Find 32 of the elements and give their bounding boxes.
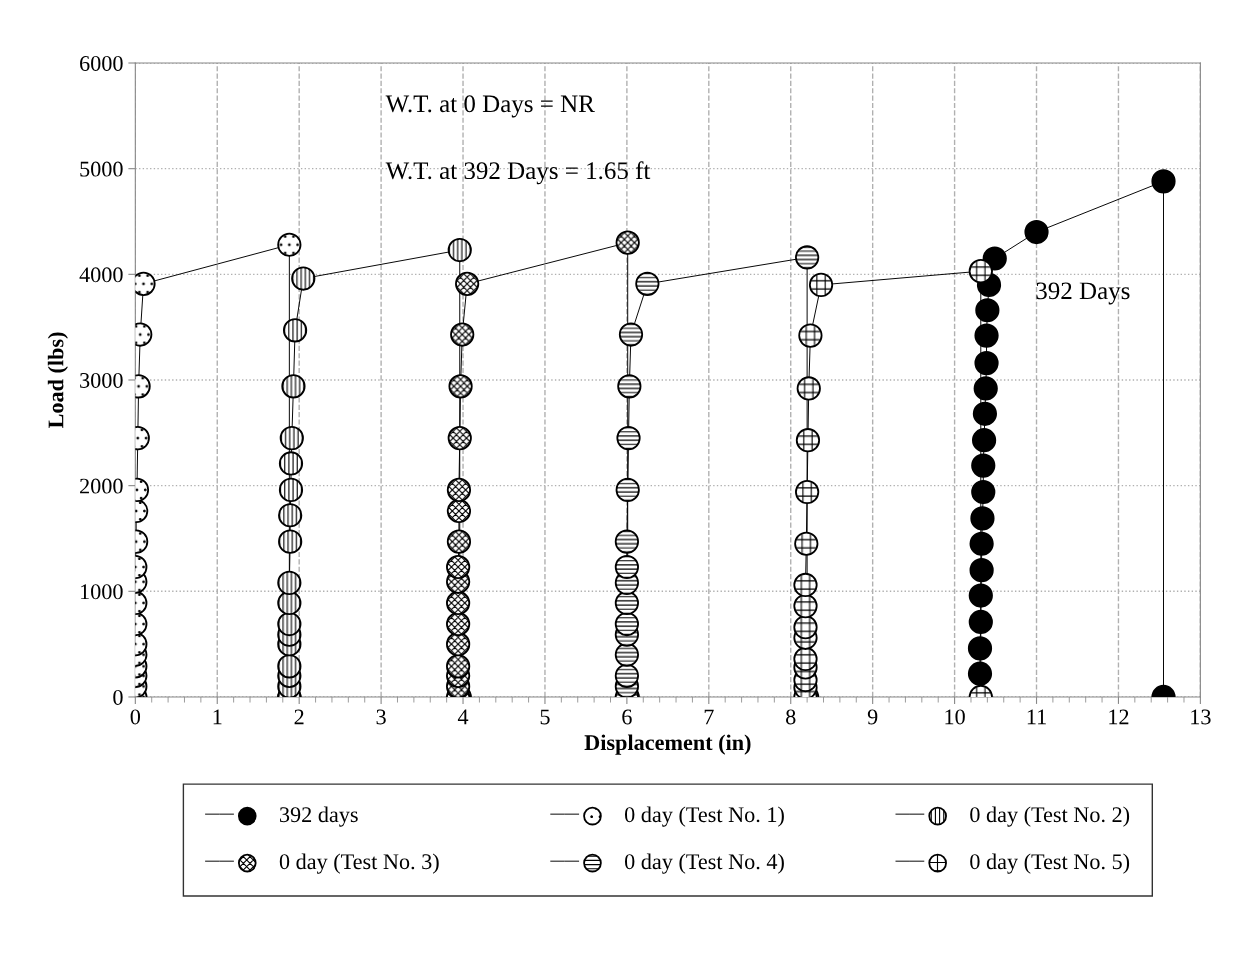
legend-label: 392 days	[280, 806, 358, 827]
legend-label: 0 day (Test No. 1)	[624, 806, 784, 827]
y-tick-label: 6000	[80, 55, 123, 71]
x-tick-label: 9	[867, 709, 878, 725]
x-tick-label: 3	[376, 709, 386, 725]
x-tick-label: 10	[945, 709, 965, 725]
legend-label: 0 day (Test No. 5)	[970, 853, 1130, 874]
annotation: W.T. at 0 Days = NR	[385, 95, 595, 118]
x-axis-title: Displacement (in)	[584, 734, 751, 755]
y-tick-label: 1000	[81, 584, 123, 600]
x-tick-label: 1	[213, 709, 222, 725]
y-tick-label: 2000	[80, 478, 123, 494]
annotation: 392 Days	[1036, 282, 1130, 305]
y-tick-label: 4000	[79, 267, 123, 283]
x-tick-label: 6	[622, 709, 632, 725]
x-tick-label: 13	[1191, 709, 1211, 725]
x-tick-label: 7	[704, 709, 714, 725]
legend-label: 0 day (Test No. 2)	[970, 806, 1130, 827]
y-tick-label: 3000	[80, 372, 123, 388]
legend-label: 0 day (Test No. 4)	[624, 853, 784, 874]
x-tick-label: 0	[130, 709, 141, 725]
x-tick-label: 2	[294, 709, 304, 725]
x-tick-label: 12	[1109, 709, 1129, 725]
x-tick-label: 5	[540, 709, 550, 725]
legend-label: 0 day (Test No. 3)	[279, 853, 439, 874]
y-tick-label: 5000	[80, 161, 123, 177]
x-tick-label: 8	[786, 709, 796, 725]
y-tick-label: 0	[113, 689, 123, 705]
y-axis-title: Load (lbs)	[47, 332, 68, 429]
x-tick-label: 4	[457, 709, 469, 725]
annotation: W.T. at 392 Days = 1.65 ft	[385, 161, 651, 185]
x-tick-label: 11	[1027, 709, 1046, 725]
